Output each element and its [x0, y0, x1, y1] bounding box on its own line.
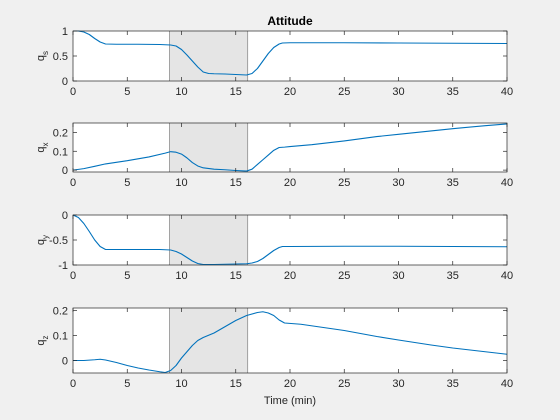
plot-area — [73, 215, 507, 265]
subplot-z: 0 5 10 15 20 25 30 35 40 0 0.1 0.2 qz — [35, 306, 513, 391]
y-tick-label: 0 — [62, 356, 68, 368]
x-tick-label: 40 — [501, 177, 513, 189]
x-tick-label: 20 — [284, 177, 296, 189]
shaded-interval — [169, 215, 248, 265]
x-tick-label: 10 — [175, 86, 187, 98]
y-tick-label: -1 — [58, 260, 68, 272]
x-tick-label: 10 — [175, 270, 187, 282]
x-tick-label: 35 — [447, 86, 459, 98]
y-axis-label-main: q — [35, 55, 47, 61]
subplot-y: 0 5 10 15 20 25 30 35 40 -1 -0.5 0 qy — [35, 210, 513, 282]
figure-title: Attitude — [267, 14, 313, 28]
x-tick-label: 30 — [392, 86, 404, 98]
y-axis-label-main: q — [35, 239, 47, 245]
y-axis-label: qy — [35, 235, 50, 245]
x-tick-label: 0 — [70, 177, 76, 189]
y-axis-label-main: q — [35, 339, 47, 345]
y-tick-label: 0 — [62, 210, 68, 222]
plot-area — [73, 123, 507, 172]
x-tick-label: 35 — [447, 378, 459, 390]
y-tick-label: 0.5 — [53, 51, 68, 63]
x-tick-label: 15 — [230, 86, 242, 98]
y-tick-label: 0 — [62, 76, 68, 88]
x-tick-label: 5 — [124, 177, 130, 189]
y-tick-label: 0.2 — [53, 306, 68, 318]
x-tick-label: 10 — [175, 177, 187, 189]
x-tick-label: 15 — [230, 378, 242, 390]
x-axis-label: Time (min) — [264, 395, 316, 407]
y-tick-label: 0.1 — [53, 146, 68, 158]
x-tick-label: 5 — [124, 86, 130, 98]
y-axis-label-main: q — [35, 146, 47, 152]
plot-area — [73, 31, 507, 81]
y-tick-label: 0.2 — [53, 127, 68, 139]
x-tick-label: 0 — [70, 270, 76, 282]
x-tick-label: 15 — [230, 177, 242, 189]
x-tick-label: 40 — [501, 86, 513, 98]
y-tick-label: 0.1 — [53, 331, 68, 343]
x-tick-label: 20 — [284, 378, 296, 390]
x-tick-label: 30 — [392, 378, 404, 390]
y-axis-label-subscript: x — [41, 142, 50, 146]
x-tick-label: 35 — [447, 177, 459, 189]
x-tick-label: 10 — [175, 378, 187, 390]
series-line-x — [72, 123, 508, 172]
x-tick-label: 0 — [70, 86, 76, 98]
y-axis-label: qz — [35, 335, 50, 345]
x-tick-label: 0 — [70, 378, 76, 390]
x-tick-label: 30 — [392, 177, 404, 189]
y-axis-label-subscript: z — [41, 335, 50, 339]
x-tick-label: 30 — [392, 270, 404, 282]
shaded-interval — [169, 308, 248, 373]
x-tick-label: 25 — [338, 177, 350, 189]
series-line-y — [72, 214, 508, 266]
y-axis-label-subscript: y — [41, 235, 50, 239]
shaded-interval — [169, 123, 248, 172]
y-tick-label: 1 — [62, 26, 68, 38]
x-tick-label: 20 — [284, 86, 296, 98]
x-tick-label: 25 — [338, 270, 350, 282]
subplot-s: 0 5 10 15 20 25 30 35 40 0 0.5 1 qs — [35, 26, 513, 98]
x-tick-label: 5 — [124, 270, 130, 282]
y-axis-label: qx — [35, 142, 50, 152]
x-tick-label: 5 — [124, 378, 130, 390]
x-tick-label: 40 — [501, 270, 513, 282]
x-tick-label: 40 — [501, 378, 513, 390]
series-line-z — [73, 311, 508, 374]
x-tick-label: 25 — [338, 378, 350, 390]
x-tick-label: 35 — [447, 270, 459, 282]
shaded-interval — [169, 31, 248, 81]
y-axis-label: qs — [35, 51, 50, 61]
plot-area — [73, 308, 507, 373]
x-tick-label: 25 — [338, 86, 350, 98]
y-tick-label: 0 — [62, 165, 68, 177]
x-tick-label: 20 — [284, 270, 296, 282]
x-tick-label: 15 — [230, 270, 242, 282]
y-tick-label: -0.5 — [49, 235, 68, 247]
series-line-s — [73, 30, 508, 76]
y-axis-label-subscript: s — [41, 51, 50, 55]
